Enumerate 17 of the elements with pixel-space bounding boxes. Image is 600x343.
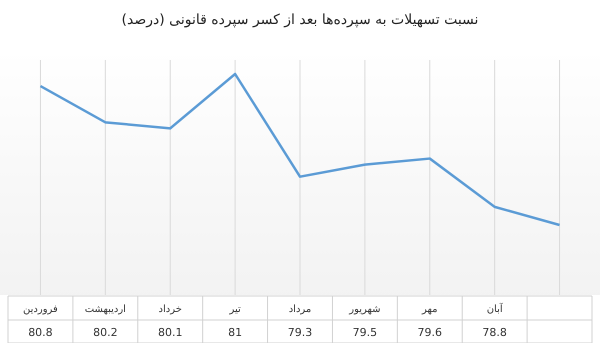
data-label: 79.3	[288, 326, 312, 339]
data-label: 80.1	[158, 326, 182, 339]
data-label: 81	[228, 326, 242, 339]
x-tick-label: خرداد	[158, 304, 182, 315]
data-label: 78.8	[482, 326, 507, 339]
x-tick-label: مهر	[421, 304, 438, 315]
x-tick-label: تیر	[228, 304, 241, 315]
data-label: 79.6	[418, 326, 442, 339]
chart-title: نسبت تسهیلات به سپرده‌ها بعد از کسر سپرده قانونی (درصد)	[122, 12, 478, 28]
x-tick-label: شهریور	[348, 304, 381, 315]
x-tick-label: فروردین	[23, 304, 58, 315]
x-tick-label: مرداد	[288, 304, 312, 315]
data-label: 80.8	[28, 326, 53, 339]
data-label: 80.2	[93, 326, 118, 339]
x-tick-label: آبان	[486, 302, 504, 315]
data-label: 79.5	[352, 326, 378, 339]
x-tick-label: اردیبهشت	[84, 304, 126, 315]
